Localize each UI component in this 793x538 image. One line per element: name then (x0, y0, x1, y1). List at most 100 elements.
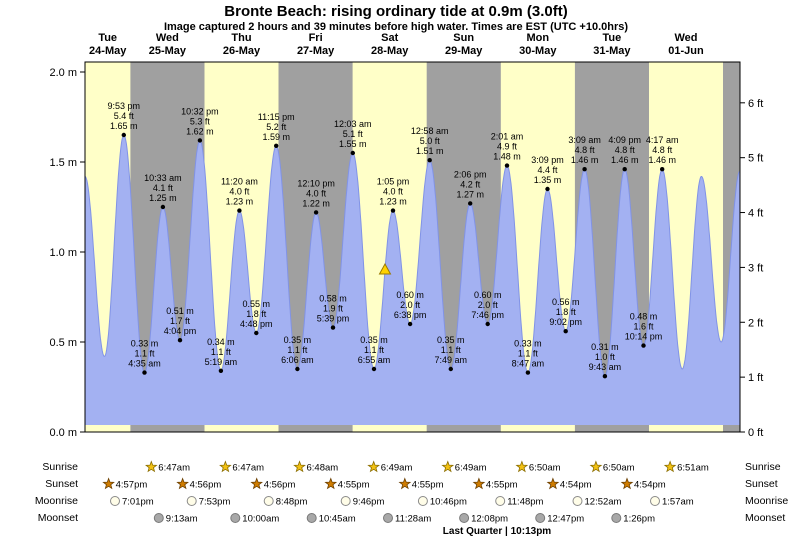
moonrise-icon (186, 496, 197, 506)
tide-point-dot (218, 368, 224, 373)
tide-annotation-line: 0.33 m (514, 339, 542, 349)
tide-annotation-line: 0.31 m (591, 342, 619, 352)
moonrise-row-label-right: Moonrise (745, 495, 788, 507)
moonrise-icon (340, 496, 351, 506)
tide-point-dot (448, 366, 453, 372)
tide-point-dot (274, 143, 279, 148)
sunrise-row-label-left: Sunrise (42, 461, 78, 473)
day-name-label: Tue (98, 32, 117, 44)
day-name-label: Mon (526, 32, 549, 44)
axis-label-m: 0.5 m (49, 337, 77, 349)
axis-label-ft: 5 ft (748, 153, 763, 165)
tide-point-dot (563, 329, 568, 334)
tide-annotation-line: 4.0 ft (229, 187, 250, 197)
sunset-icon (398, 477, 412, 490)
tide-annotation-line: 12:58 am (411, 126, 449, 136)
day-date-label: 27-May (297, 45, 335, 57)
tide-annotation-line: 9:43 am (589, 362, 622, 372)
moonrise-time: 7:53pm (199, 497, 231, 508)
tide-annotation-line: 1.9 ft (323, 304, 344, 314)
tide-annotation-line: 1.27 m (456, 189, 484, 199)
tide-annotation-line: 2:06 pm (454, 169, 487, 179)
tide-annotation-line: 1.7 ft (170, 316, 191, 326)
tide-point-dot (504, 163, 510, 168)
tide-point-dot (407, 321, 413, 327)
moonset-time: 12:47pm (547, 514, 584, 525)
moonset-time: 1:26pm (623, 514, 655, 525)
current-tide-marker (378, 262, 392, 275)
tide-annotation-line: 0.35 m (360, 335, 388, 345)
tide-point-dot (350, 150, 355, 156)
axis-label-m: 2.0 m (49, 67, 77, 79)
day-date-label: 24-May (89, 45, 127, 57)
day-date-label: 31-May (593, 45, 631, 57)
tide-annotation-line: 4:09 pm (608, 135, 641, 145)
tide-annotation-line: 6:55 am (358, 355, 391, 365)
tide-point-dot (468, 201, 473, 206)
tide-curve-line (84, 134, 741, 377)
axis-label-m: 0.0 m (49, 427, 77, 439)
axis-label-ft: 2 ft (748, 317, 763, 329)
day-name-label: Wed (156, 32, 179, 44)
tide-annotation-line: 4.0 ft (383, 187, 404, 197)
tide-point-dot (371, 366, 377, 372)
tide-annotation-line: 6:38 pm (394, 310, 427, 320)
sunset-icon (472, 477, 486, 490)
tide-point-dot (545, 186, 550, 192)
sunrise-icon (219, 460, 232, 473)
sunset-icon (620, 477, 634, 490)
tide-annotation-line: 1.23 m (226, 197, 254, 207)
axis-label-m: 1.0 m (49, 247, 77, 259)
tide-annotation-line: 4.8 ft (615, 145, 636, 155)
tide-annotation-line: 0.48 m (630, 312, 658, 322)
moonrise-row-label-left: Moonrise (35, 495, 78, 507)
moonset-row-label-right: Moonset (745, 512, 785, 524)
sunrise-icon (589, 460, 603, 473)
tide-annotation-line: 12:10 pm (297, 178, 335, 188)
tide-point-dot (313, 210, 319, 215)
tide-point-dot (330, 325, 336, 330)
tide-annotation-line: 7:46 pm (471, 310, 504, 320)
day-date-label: 25-May (149, 45, 187, 57)
moonrise-time: 8:48pm (276, 497, 308, 508)
sunrise-time: 6:47am (232, 463, 264, 474)
tide-annotation-line: 12:03 am (334, 119, 372, 129)
day-date-label: 01-Jun (668, 45, 704, 57)
chart-subtitle: Image captured 2 hours and 39 minutes be… (164, 21, 628, 33)
day-name-label: Wed (674, 32, 697, 44)
day-date-label: 26-May (223, 45, 261, 57)
moonrise-icon (263, 496, 274, 506)
axis-label-ft: 3 ft (748, 262, 763, 274)
tide-annotation-line: 4:04 pm (164, 326, 197, 336)
tide-annotation-line: 0.51 m (166, 306, 194, 316)
tide-point-dot (427, 158, 432, 163)
day-name-label: Sat (381, 32, 398, 44)
tide-point-dot (254, 330, 259, 336)
moonset-time: 9:13am (166, 514, 198, 525)
day-name-label: Tue (603, 32, 622, 44)
moonset-time: 10:45am (319, 514, 356, 525)
moonrise-icon (572, 496, 583, 506)
sunrise-time: 6:49am (381, 463, 413, 474)
day-date-label: 29-May (445, 45, 483, 57)
tide-annotation-line: 1.35 m (534, 175, 562, 185)
moonrise-time: 9:46pm (353, 497, 385, 508)
sunrise-time: 6:49am (455, 463, 487, 474)
tide-point-dot (295, 366, 300, 372)
tide-annotation-line: 1.1 ft (287, 345, 308, 355)
tide-annotation-line: 0.60 m (474, 290, 502, 300)
tide-annotation-line: 4.1 ft (153, 183, 174, 193)
axis-label-ft: 1 ft (748, 372, 763, 384)
tide-annotation-line: 1.46 m (648, 155, 676, 165)
tide-annotation-line: 0.55 m (243, 299, 271, 309)
tide-annotation-line: 4.0 ft (306, 188, 327, 198)
moonrise-icon (110, 496, 120, 506)
tide-annotation-line: 11:15 pm (258, 112, 295, 122)
tide-annotation-line: 10:14 pm (625, 332, 663, 342)
moonrise-time: 12:52am (585, 497, 622, 508)
sunset-time: 4:55pm (338, 480, 370, 491)
tide-point-dot (525, 370, 531, 375)
sunrise-icon (515, 460, 529, 473)
moonset-icon (230, 513, 241, 523)
